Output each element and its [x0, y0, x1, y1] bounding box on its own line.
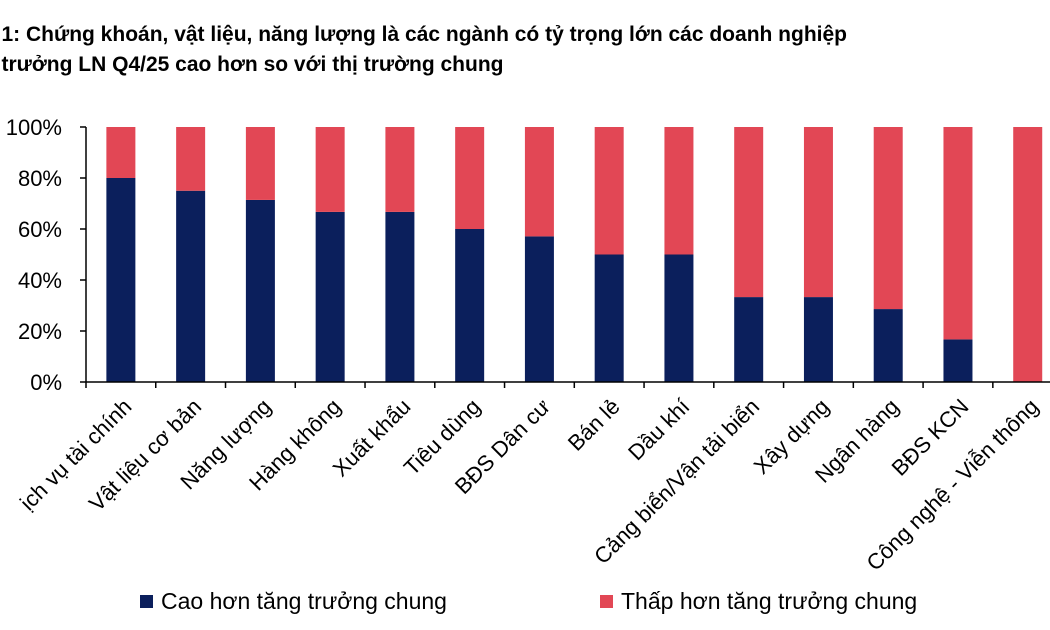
bar-above — [803, 297, 833, 382]
bar-below — [106, 127, 136, 178]
bar-below — [315, 127, 345, 212]
bar-below — [734, 127, 764, 298]
legend-item-below: Thấp hơn tăng trưởng chung — [600, 588, 917, 615]
bar-below — [664, 127, 694, 255]
y-tick-label: 40% — [18, 268, 62, 293]
legend-swatch-below — [600, 595, 613, 608]
bar-below — [1013, 127, 1043, 382]
legend-label-below: Thấp hơn tăng trưởng chung — [621, 588, 918, 614]
bar-above — [524, 236, 554, 382]
bar-below — [385, 127, 415, 212]
bar-above — [106, 178, 136, 382]
bar-above — [176, 190, 206, 382]
bar-above — [245, 199, 275, 382]
bar-below — [803, 127, 833, 298]
bar-above — [455, 229, 485, 382]
legend-label-above: Cao hơn tăng trưởng chung — [161, 588, 447, 614]
legend-swatch-above — [140, 595, 153, 608]
x-tick-label: Bán lẻ — [563, 394, 625, 456]
bar-above — [873, 309, 903, 382]
bar-below — [524, 127, 554, 237]
bar-below — [943, 127, 973, 340]
legend-item-above: Cao hơn tăng trưởng chung — [140, 588, 447, 615]
y-tick-label: 60% — [18, 217, 62, 242]
y-tick-label: 20% — [18, 319, 62, 344]
bar-above — [943, 339, 973, 382]
bar-below — [873, 127, 903, 310]
bar-above — [594, 254, 624, 382]
y-tick-label: 80% — [18, 166, 62, 191]
y-tick-label: 100% — [6, 115, 62, 140]
chart-title-line-1: nh 1: Chứng khoán, vật liệu, năng lượng … — [0, 23, 848, 46]
bar-below — [245, 127, 275, 200]
bar-below — [594, 127, 624, 255]
bar-above — [664, 254, 694, 382]
x-tick-label: Dầu khí — [623, 394, 694, 465]
bar-above — [385, 211, 415, 382]
y-tick-label: 0% — [30, 370, 62, 395]
bar-above — [734, 297, 764, 382]
bar-below — [455, 127, 485, 229]
chart-title-line-2: ng trưởng LN Q4/25 cao hơn so với thị tr… — [0, 53, 504, 76]
bar-below — [176, 127, 206, 191]
bar-above — [315, 211, 345, 382]
chart-title: nh 1: Chứng khoán, vật liệu, năng lượng … — [0, 20, 1050, 80]
